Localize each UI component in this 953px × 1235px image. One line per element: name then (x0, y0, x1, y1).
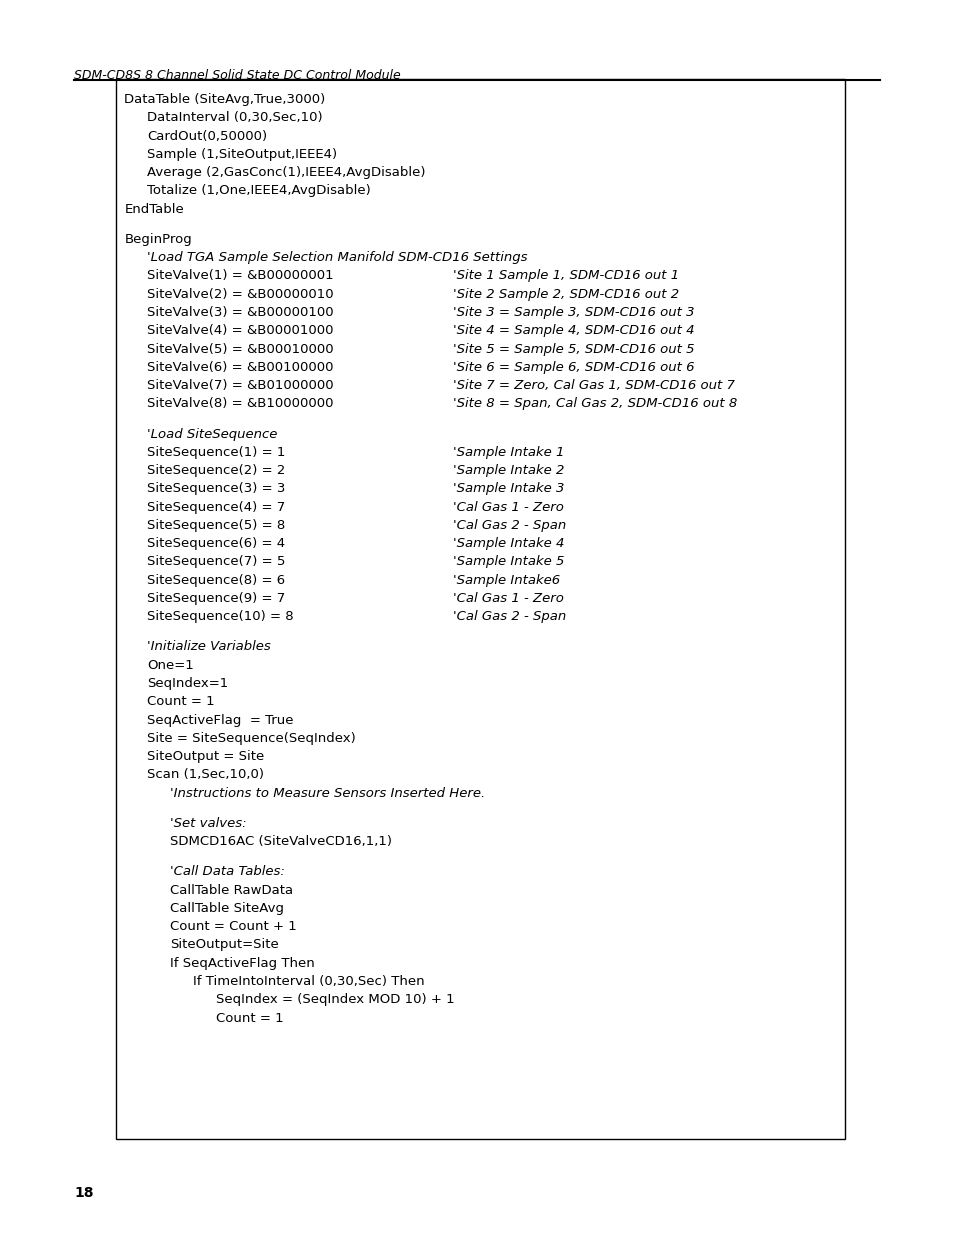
Text: Totalize (1,One,IEEE4,AvgDisable): Totalize (1,One,IEEE4,AvgDisable) (147, 184, 371, 198)
Text: EndTable: EndTable (124, 203, 184, 216)
Text: SiteValve(5) = &B00010000: SiteValve(5) = &B00010000 (147, 342, 334, 356)
Text: DataTable (SiteAvg,True,3000): DataTable (SiteAvg,True,3000) (124, 93, 325, 106)
Text: SeqIndex=1: SeqIndex=1 (147, 677, 229, 690)
Text: 'Site 7 = Zero, Cal Gas 1, SDM-CD16 out 7: 'Site 7 = Zero, Cal Gas 1, SDM-CD16 out … (453, 379, 734, 391)
Text: SiteOutput=Site: SiteOutput=Site (170, 939, 278, 951)
Text: If TimeIntoInterval (0,30,Sec) Then: If TimeIntoInterval (0,30,Sec) Then (193, 974, 424, 988)
Text: 'Site 5 = Sample 5, SDM-CD16 out 5: 'Site 5 = Sample 5, SDM-CD16 out 5 (453, 342, 694, 356)
Text: 'Call Data Tables:: 'Call Data Tables: (170, 866, 285, 878)
Text: 'Cal Gas 2 - Span: 'Cal Gas 2 - Span (453, 519, 566, 532)
Text: 'Set valves:: 'Set valves: (170, 816, 247, 830)
Text: Site = SiteSequence(SeqIndex): Site = SiteSequence(SeqIndex) (147, 732, 355, 745)
Text: 'Site 4 = Sample 4, SDM-CD16 out 4: 'Site 4 = Sample 4, SDM-CD16 out 4 (453, 325, 694, 337)
Text: 'Site 3 = Sample 3, SDM-CD16 out 3: 'Site 3 = Sample 3, SDM-CD16 out 3 (453, 306, 694, 319)
Text: Count = 1: Count = 1 (147, 695, 214, 709)
Text: 'Cal Gas 1 - Zero: 'Cal Gas 1 - Zero (453, 500, 563, 514)
Text: SiteSequence(6) = 4: SiteSequence(6) = 4 (147, 537, 285, 551)
Text: SiteSequence(3) = 3: SiteSequence(3) = 3 (147, 483, 285, 495)
Text: 'Site 6 = Sample 6, SDM-CD16 out 6: 'Site 6 = Sample 6, SDM-CD16 out 6 (453, 361, 694, 374)
Text: SiteValve(3) = &B00000100: SiteValve(3) = &B00000100 (147, 306, 334, 319)
Text: Average (2,GasConc(1),IEEE4,AvgDisable): Average (2,GasConc(1),IEEE4,AvgDisable) (147, 167, 425, 179)
Text: Count = 1: Count = 1 (215, 1011, 283, 1025)
Text: SiteSequence(8) = 6: SiteSequence(8) = 6 (147, 574, 285, 587)
Text: SiteSequence(7) = 5: SiteSequence(7) = 5 (147, 556, 285, 568)
Text: SeqIndex = (SeqIndex MOD 10) + 1: SeqIndex = (SeqIndex MOD 10) + 1 (215, 993, 455, 1007)
Text: 'Sample Intake 4: 'Sample Intake 4 (453, 537, 564, 551)
Text: One=1: One=1 (147, 658, 193, 672)
Text: CallTable SiteAvg: CallTable SiteAvg (170, 902, 284, 915)
Text: SiteValve(8) = &B10000000: SiteValve(8) = &B10000000 (147, 398, 334, 410)
Text: SiteValve(1) = &B00000001: SiteValve(1) = &B00000001 (147, 269, 334, 283)
Text: SiteOutput = Site: SiteOutput = Site (147, 750, 264, 763)
Text: 18: 18 (74, 1186, 93, 1199)
Text: SDM-CD8S 8 Channel Solid State DC Control Module: SDM-CD8S 8 Channel Solid State DC Contro… (74, 69, 401, 83)
Text: If SeqActiveFlag Then: If SeqActiveFlag Then (170, 957, 314, 969)
Text: SiteSequence(9) = 7: SiteSequence(9) = 7 (147, 592, 285, 605)
Text: CardOut(0,50000): CardOut(0,50000) (147, 130, 267, 142)
Text: SDMCD16AC (SiteValveCD16,1,1): SDMCD16AC (SiteValveCD16,1,1) (170, 835, 392, 848)
Text: Sample (1,SiteOutput,IEEE4): Sample (1,SiteOutput,IEEE4) (147, 148, 337, 161)
Text: 'Load SiteSequence: 'Load SiteSequence (147, 427, 277, 441)
Text: SeqActiveFlag  = True: SeqActiveFlag = True (147, 714, 294, 726)
Text: 'Load TGA Sample Selection Manifold SDM-CD16 Settings: 'Load TGA Sample Selection Manifold SDM-… (147, 251, 527, 264)
Text: 'Sample Intake 2: 'Sample Intake 2 (453, 464, 564, 477)
Text: DataInterval (0,30,Sec,10): DataInterval (0,30,Sec,10) (147, 111, 322, 125)
Text: 'Cal Gas 2 - Span: 'Cal Gas 2 - Span (453, 610, 566, 624)
Text: 'Sample Intake 5: 'Sample Intake 5 (453, 556, 564, 568)
Text: 'Site 1 Sample 1, SDM-CD16 out 1: 'Site 1 Sample 1, SDM-CD16 out 1 (453, 269, 679, 283)
Text: 'Cal Gas 1 - Zero: 'Cal Gas 1 - Zero (453, 592, 563, 605)
Text: 'Site 8 = Span, Cal Gas 2, SDM-CD16 out 8: 'Site 8 = Span, Cal Gas 2, SDM-CD16 out … (453, 398, 737, 410)
Text: 'Sample Intake6: 'Sample Intake6 (453, 574, 559, 587)
Text: SiteSequence(5) = 8: SiteSequence(5) = 8 (147, 519, 285, 532)
Text: 'Site 2 Sample 2, SDM-CD16 out 2: 'Site 2 Sample 2, SDM-CD16 out 2 (453, 288, 679, 300)
Text: SiteSequence(2) = 2: SiteSequence(2) = 2 (147, 464, 285, 477)
Text: BeginProg: BeginProg (124, 233, 192, 246)
Text: SiteSequence(4) = 7: SiteSequence(4) = 7 (147, 500, 285, 514)
Text: SiteValve(4) = &B00001000: SiteValve(4) = &B00001000 (147, 325, 334, 337)
Text: CallTable RawData: CallTable RawData (170, 883, 293, 897)
Text: 'Sample Intake 1: 'Sample Intake 1 (453, 446, 564, 459)
Text: 'Sample Intake 3: 'Sample Intake 3 (453, 483, 564, 495)
Text: 'Instructions to Measure Sensors Inserted Here.: 'Instructions to Measure Sensors Inserte… (170, 787, 485, 800)
Text: SiteSequence(1) = 1: SiteSequence(1) = 1 (147, 446, 285, 459)
Text: 'Initialize Variables: 'Initialize Variables (147, 641, 271, 653)
Text: SiteValve(7) = &B01000000: SiteValve(7) = &B01000000 (147, 379, 334, 391)
Text: Scan (1,Sec,10,0): Scan (1,Sec,10,0) (147, 768, 264, 782)
Text: SiteValve(2) = &B00000010: SiteValve(2) = &B00000010 (147, 288, 334, 300)
Text: SiteValve(6) = &B00100000: SiteValve(6) = &B00100000 (147, 361, 334, 374)
Text: SiteSequence(10) = 8: SiteSequence(10) = 8 (147, 610, 294, 624)
Bar (116, 79, 844, 1139)
Text: Count = Count + 1: Count = Count + 1 (170, 920, 296, 934)
